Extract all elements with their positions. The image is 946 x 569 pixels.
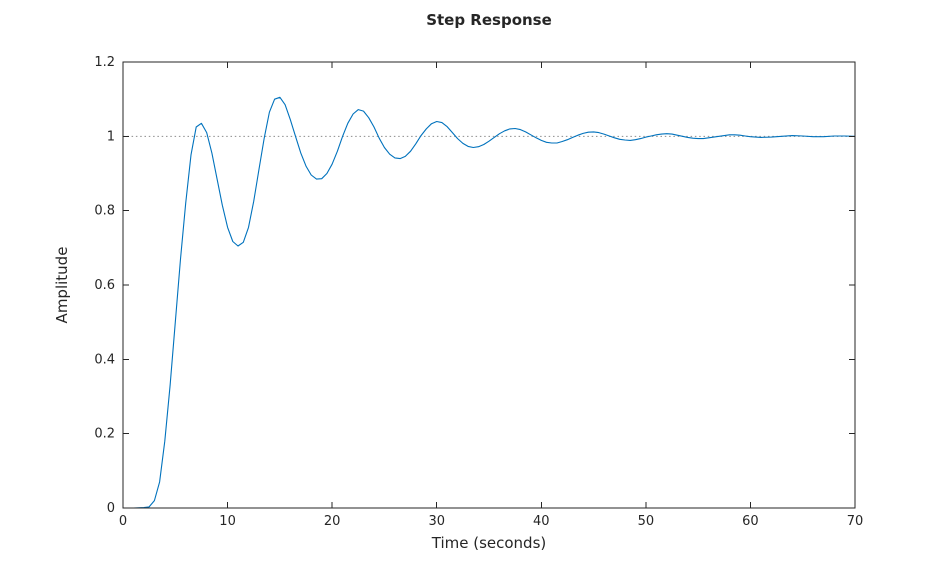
chart-title: Step Response <box>426 11 552 29</box>
x-tick-label: 60 <box>742 514 759 529</box>
y-tick-label: 0.4 <box>94 352 115 367</box>
x-tick-label: 70 <box>847 514 864 529</box>
y-tick-label: 0.8 <box>94 204 115 219</box>
y-axis-label: Amplitude <box>53 246 71 324</box>
y-tick-label: 1 <box>107 129 115 144</box>
x-tick-label: 10 <box>219 514 236 529</box>
x-tick-label: 50 <box>638 514 655 529</box>
x-tick-label: 0 <box>119 514 127 529</box>
step-response-curve <box>122 96 856 509</box>
x-tick-label: 40 <box>533 514 550 529</box>
y-tick-label: 0 <box>107 501 115 516</box>
x-tick-label: 30 <box>428 514 445 529</box>
x-axis-label: Time (seconds) <box>431 534 547 552</box>
y-tick-label: 0.2 <box>94 427 115 442</box>
y-tick-label: 0.6 <box>94 278 115 293</box>
axes-box <box>122 61 856 509</box>
x-tick-label: 20 <box>324 514 341 529</box>
y-tick-label: 1.2 <box>94 55 115 70</box>
